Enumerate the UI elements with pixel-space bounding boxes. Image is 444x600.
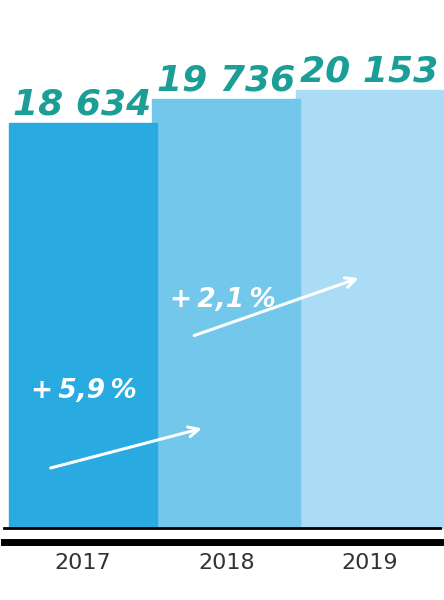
Bar <box>152 100 300 528</box>
Bar <box>296 91 444 528</box>
Text: 18 634: 18 634 <box>13 87 151 121</box>
Bar <box>9 124 157 528</box>
Text: + 2,1 %: + 2,1 % <box>170 287 276 313</box>
Text: 20 153: 20 153 <box>300 54 439 88</box>
Text: 19 736: 19 736 <box>157 63 295 97</box>
Text: + 5,9 %: + 5,9 % <box>31 378 136 404</box>
Text: 2018: 2018 <box>198 553 255 573</box>
Text: 2017: 2017 <box>55 553 111 573</box>
Text: 2019: 2019 <box>341 553 398 573</box>
